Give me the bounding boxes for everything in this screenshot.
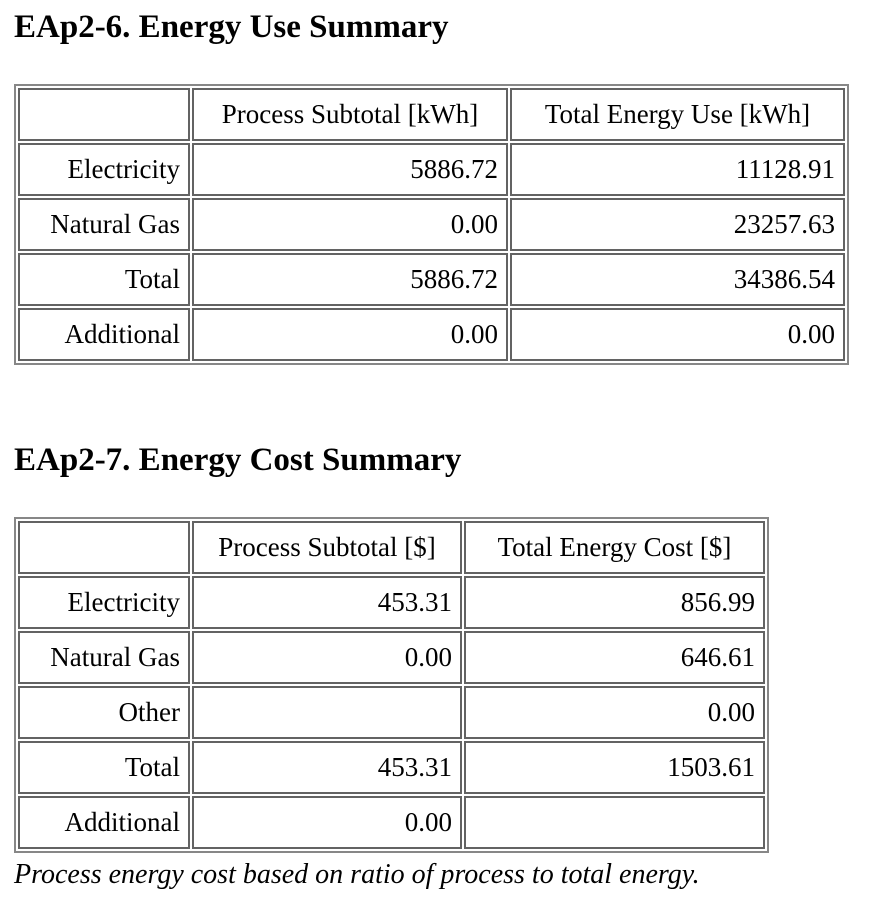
column-header-total-energy-use-kwh: Total Energy Use [kWh] (510, 88, 845, 141)
row-label: Additional (18, 796, 190, 849)
table-row-additional: Additional 0.00 0.00 (18, 308, 845, 361)
corner-header-cell (18, 88, 190, 141)
value-cell: 1503.61 (464, 741, 765, 794)
value-cell: 646.61 (464, 631, 765, 684)
table-row-electricity: Electricity 5886.72 11128.91 (18, 143, 845, 196)
value-cell-empty (464, 796, 765, 849)
value-cell: 0.00 (464, 686, 765, 739)
value-cell: 23257.63 (510, 198, 845, 251)
row-label: Electricity (18, 143, 190, 196)
row-label: Total (18, 253, 190, 306)
row-label: Additional (18, 308, 190, 361)
column-header-process-subtotal-kwh: Process Subtotal [kWh] (192, 88, 508, 141)
value-cell: 5886.72 (192, 143, 508, 196)
column-header-total-energy-cost-dollars: Total Energy Cost [$] (464, 521, 765, 574)
table-row-total: Total 5886.72 34386.54 (18, 253, 845, 306)
value-cell: 0.00 (510, 308, 845, 361)
table-row-other: Other 0.00 (18, 686, 765, 739)
table-row-natural-gas: Natural Gas 0.00 23257.63 (18, 198, 845, 251)
table-row-total: Total 453.31 1503.61 (18, 741, 765, 794)
row-label: Other (18, 686, 190, 739)
value-cell: 453.31 (192, 741, 462, 794)
row-label: Natural Gas (18, 631, 190, 684)
energy-cost-summary-title: EAp2-7. Energy Cost Summary (14, 442, 462, 478)
table-row-additional: Additional 0.00 (18, 796, 765, 849)
corner-header-cell (18, 521, 190, 574)
value-cell: 0.00 (192, 631, 462, 684)
process-energy-cost-footnote: Process energy cost based on ratio of pr… (14, 859, 700, 890)
column-header-process-subtotal-dollars: Process Subtotal [$] (192, 521, 462, 574)
value-cell: 856.99 (464, 576, 765, 629)
table-header-row: Process Subtotal [$] Total Energy Cost [… (18, 521, 765, 574)
value-cell: 34386.54 (510, 253, 845, 306)
energy-use-summary-section: EAp2-6. Energy Use Summary Process Subto… (14, 8, 861, 365)
table-row-electricity: Electricity 453.31 856.99 (18, 576, 765, 629)
row-label: Natural Gas (18, 198, 190, 251)
value-cell: 0.00 (192, 308, 508, 361)
value-cell-empty (192, 686, 462, 739)
energy-use-summary-title: EAp2-6. Energy Use Summary (14, 9, 449, 45)
energy-use-summary-table: Process Subtotal [kWh] Total Energy Use … (14, 84, 849, 365)
value-cell: 5886.72 (192, 253, 508, 306)
value-cell: 11128.91 (510, 143, 845, 196)
value-cell: 453.31 (192, 576, 462, 629)
value-cell: 0.00 (192, 198, 508, 251)
table-row-natural-gas: Natural Gas 0.00 646.61 (18, 631, 765, 684)
energy-cost-summary-table: Process Subtotal [$] Total Energy Cost [… (14, 517, 769, 853)
row-label: Electricity (18, 576, 190, 629)
row-label: Total (18, 741, 190, 794)
value-cell: 0.00 (192, 796, 462, 849)
energy-cost-summary-section: EAp2-7. Energy Cost Summary Process Subt… (14, 441, 861, 892)
table-header-row: Process Subtotal [kWh] Total Energy Use … (18, 88, 845, 141)
